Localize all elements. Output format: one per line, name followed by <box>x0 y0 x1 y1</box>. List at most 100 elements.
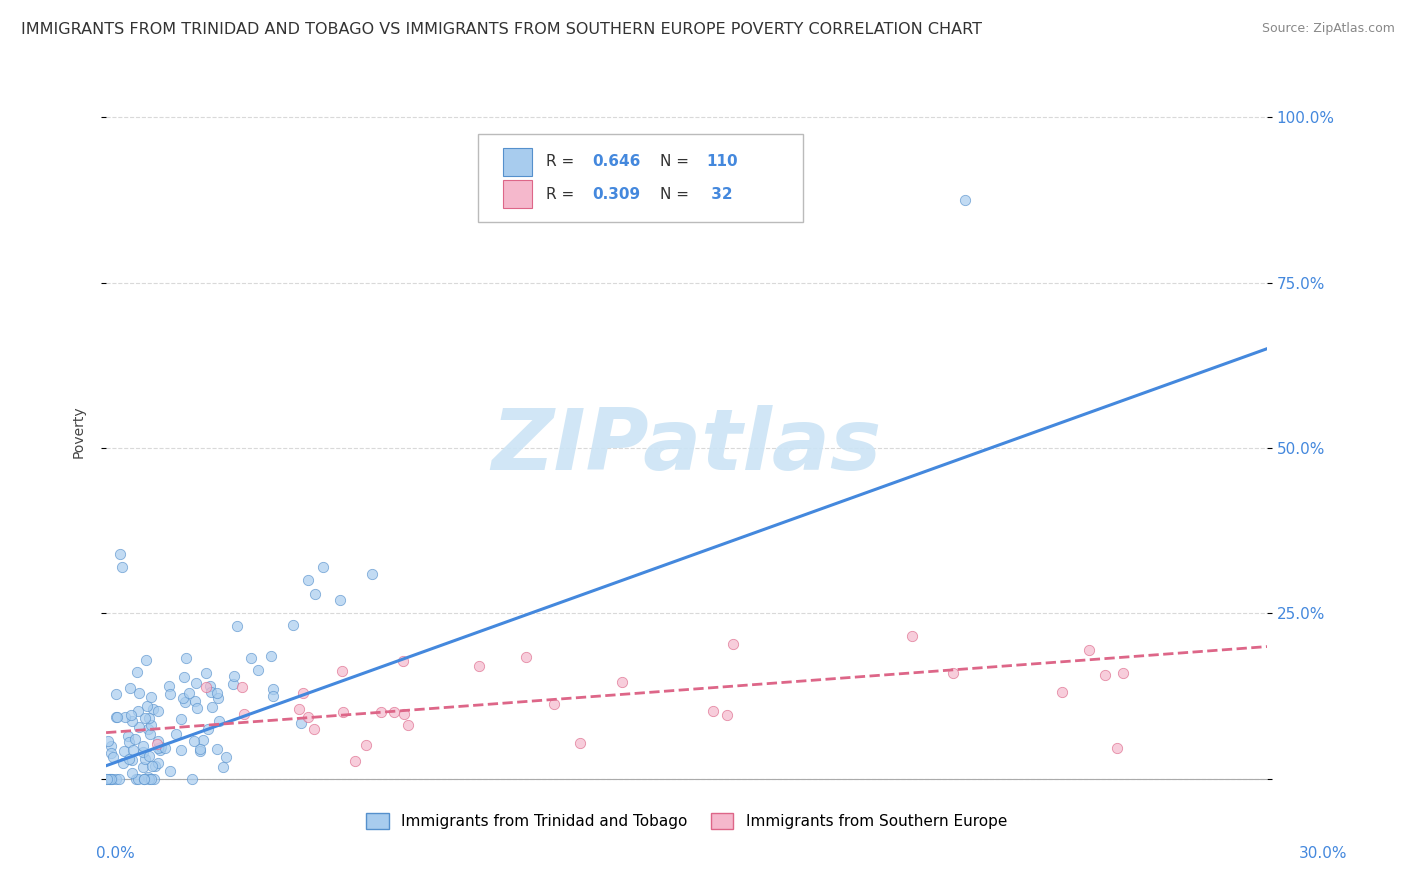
Point <box>198 680 221 694</box>
Point <box>143 759 166 773</box>
Point <box>121 753 143 767</box>
Point <box>382 706 405 720</box>
Point <box>716 707 738 722</box>
Point <box>141 758 163 772</box>
Point <box>304 586 326 600</box>
Point <box>155 741 177 756</box>
Point <box>121 714 143 728</box>
Point <box>205 686 228 700</box>
Point <box>191 733 214 747</box>
Text: 32: 32 <box>706 186 733 202</box>
Point <box>188 744 211 758</box>
Point <box>117 729 139 743</box>
Point <box>721 637 744 651</box>
Point <box>170 712 193 726</box>
Point <box>392 655 415 669</box>
Point <box>128 686 150 700</box>
Point <box>112 744 135 758</box>
Point <box>328 593 350 607</box>
Point <box>146 734 169 748</box>
Point <box>139 726 162 740</box>
Point <box>100 747 122 761</box>
Point <box>132 739 155 754</box>
Text: R =: R = <box>546 154 579 169</box>
Point <box>330 665 353 679</box>
Point <box>177 686 200 700</box>
Point <box>120 707 142 722</box>
Point <box>97 772 120 786</box>
Point <box>208 714 231 729</box>
Point <box>297 709 319 723</box>
Text: N =: N = <box>659 186 693 202</box>
Point <box>468 659 491 673</box>
Point <box>515 650 537 665</box>
Point <box>181 772 204 786</box>
Point <box>197 722 219 736</box>
Point <box>132 745 155 759</box>
Text: R =: R = <box>546 186 579 202</box>
Text: IMMIGRANTS FROM TRINIDAD AND TOBAGO VS IMMIGRANTS FROM SOUTHERN EUROPE POVERTY C: IMMIGRANTS FROM TRINIDAD AND TOBAGO VS I… <box>21 22 981 37</box>
Point <box>396 718 419 732</box>
Point <box>142 702 165 716</box>
Point <box>1094 667 1116 681</box>
Text: 0.309: 0.309 <box>592 186 641 202</box>
Point <box>281 618 304 632</box>
Point <box>118 681 141 696</box>
Legend: Immigrants from Trinidad and Tobago, Immigrants from Southern Europe: Immigrants from Trinidad and Tobago, Imm… <box>360 807 1014 835</box>
Point <box>953 193 976 207</box>
Point <box>1112 665 1135 680</box>
Text: 0.0%: 0.0% <box>96 847 135 861</box>
Point <box>139 690 162 705</box>
Point <box>159 764 181 779</box>
Point <box>302 722 325 736</box>
Bar <box>503 180 531 208</box>
Point <box>98 772 121 786</box>
Point <box>263 681 285 696</box>
Point <box>184 676 207 690</box>
Point <box>96 772 118 786</box>
Text: ZIPatlas: ZIPatlas <box>492 405 882 488</box>
Point <box>134 772 156 786</box>
Point <box>104 710 127 724</box>
Point <box>207 690 229 705</box>
Text: 30.0%: 30.0% <box>1299 847 1347 861</box>
FancyBboxPatch shape <box>478 134 803 222</box>
Point <box>290 716 312 731</box>
Point <box>139 772 162 786</box>
Point <box>174 695 197 709</box>
Point <box>183 694 205 708</box>
Point <box>568 736 591 750</box>
Point <box>138 772 160 786</box>
Point <box>332 706 354 720</box>
Point <box>132 760 155 774</box>
Point <box>136 722 159 736</box>
Point <box>291 686 314 700</box>
Point <box>224 669 246 683</box>
Point <box>150 740 173 755</box>
Point <box>117 735 139 749</box>
Point <box>128 720 150 734</box>
Point <box>165 727 187 741</box>
Point <box>215 750 238 764</box>
Point <box>114 710 136 724</box>
Point <box>200 685 222 699</box>
Point <box>240 651 263 665</box>
Point <box>132 772 155 786</box>
Point <box>183 734 205 748</box>
Point <box>361 566 384 581</box>
Point <box>1078 643 1101 657</box>
Point <box>170 743 193 757</box>
Point <box>146 740 169 755</box>
Point <box>211 760 233 774</box>
Point <box>312 560 335 574</box>
Point <box>146 756 169 771</box>
Bar <box>503 148 531 176</box>
Text: Source: ZipAtlas.com: Source: ZipAtlas.com <box>1261 22 1395 36</box>
Point <box>111 756 134 770</box>
Text: 0.646: 0.646 <box>592 154 641 169</box>
Point <box>173 670 195 684</box>
Point <box>190 742 212 756</box>
Point <box>101 750 124 764</box>
Point <box>262 689 284 703</box>
Point <box>174 651 197 665</box>
